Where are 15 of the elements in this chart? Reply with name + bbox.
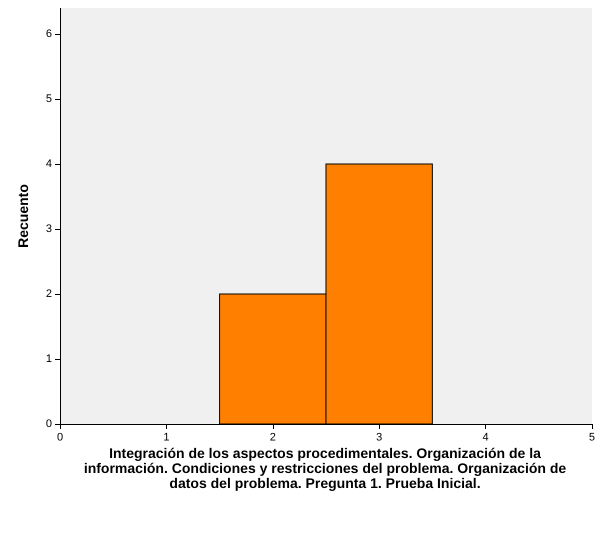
x-tick-label: 3 [376, 432, 382, 444]
y-tick-label: 2 [46, 288, 52, 300]
y-tick-label: 0 [46, 418, 52, 430]
y-tick-label: 4 [46, 158, 52, 170]
x-tick-label: 5 [588, 432, 596, 444]
y-tick-label: 6 [46, 28, 52, 40]
x-tick-label: 4 [482, 432, 489, 444]
y-axis-title: Recuento [15, 184, 31, 248]
x-tick-label: 1 [163, 432, 170, 444]
y-tick-label: 3 [46, 223, 52, 235]
x-tick-label: 0 [56, 432, 64, 444]
y-tick-label: 5 [46, 93, 52, 105]
x-axis-title: Integración de los aspectos procedimentales. Organización de la información. Condiciones y restricciones del problema. Organización de datos del problema. Pregunta 1. Prueba Inicial. [82, 445, 568, 491]
y-tick-label: 1 [46, 353, 52, 365]
x-tick-label: 2 [270, 432, 276, 444]
